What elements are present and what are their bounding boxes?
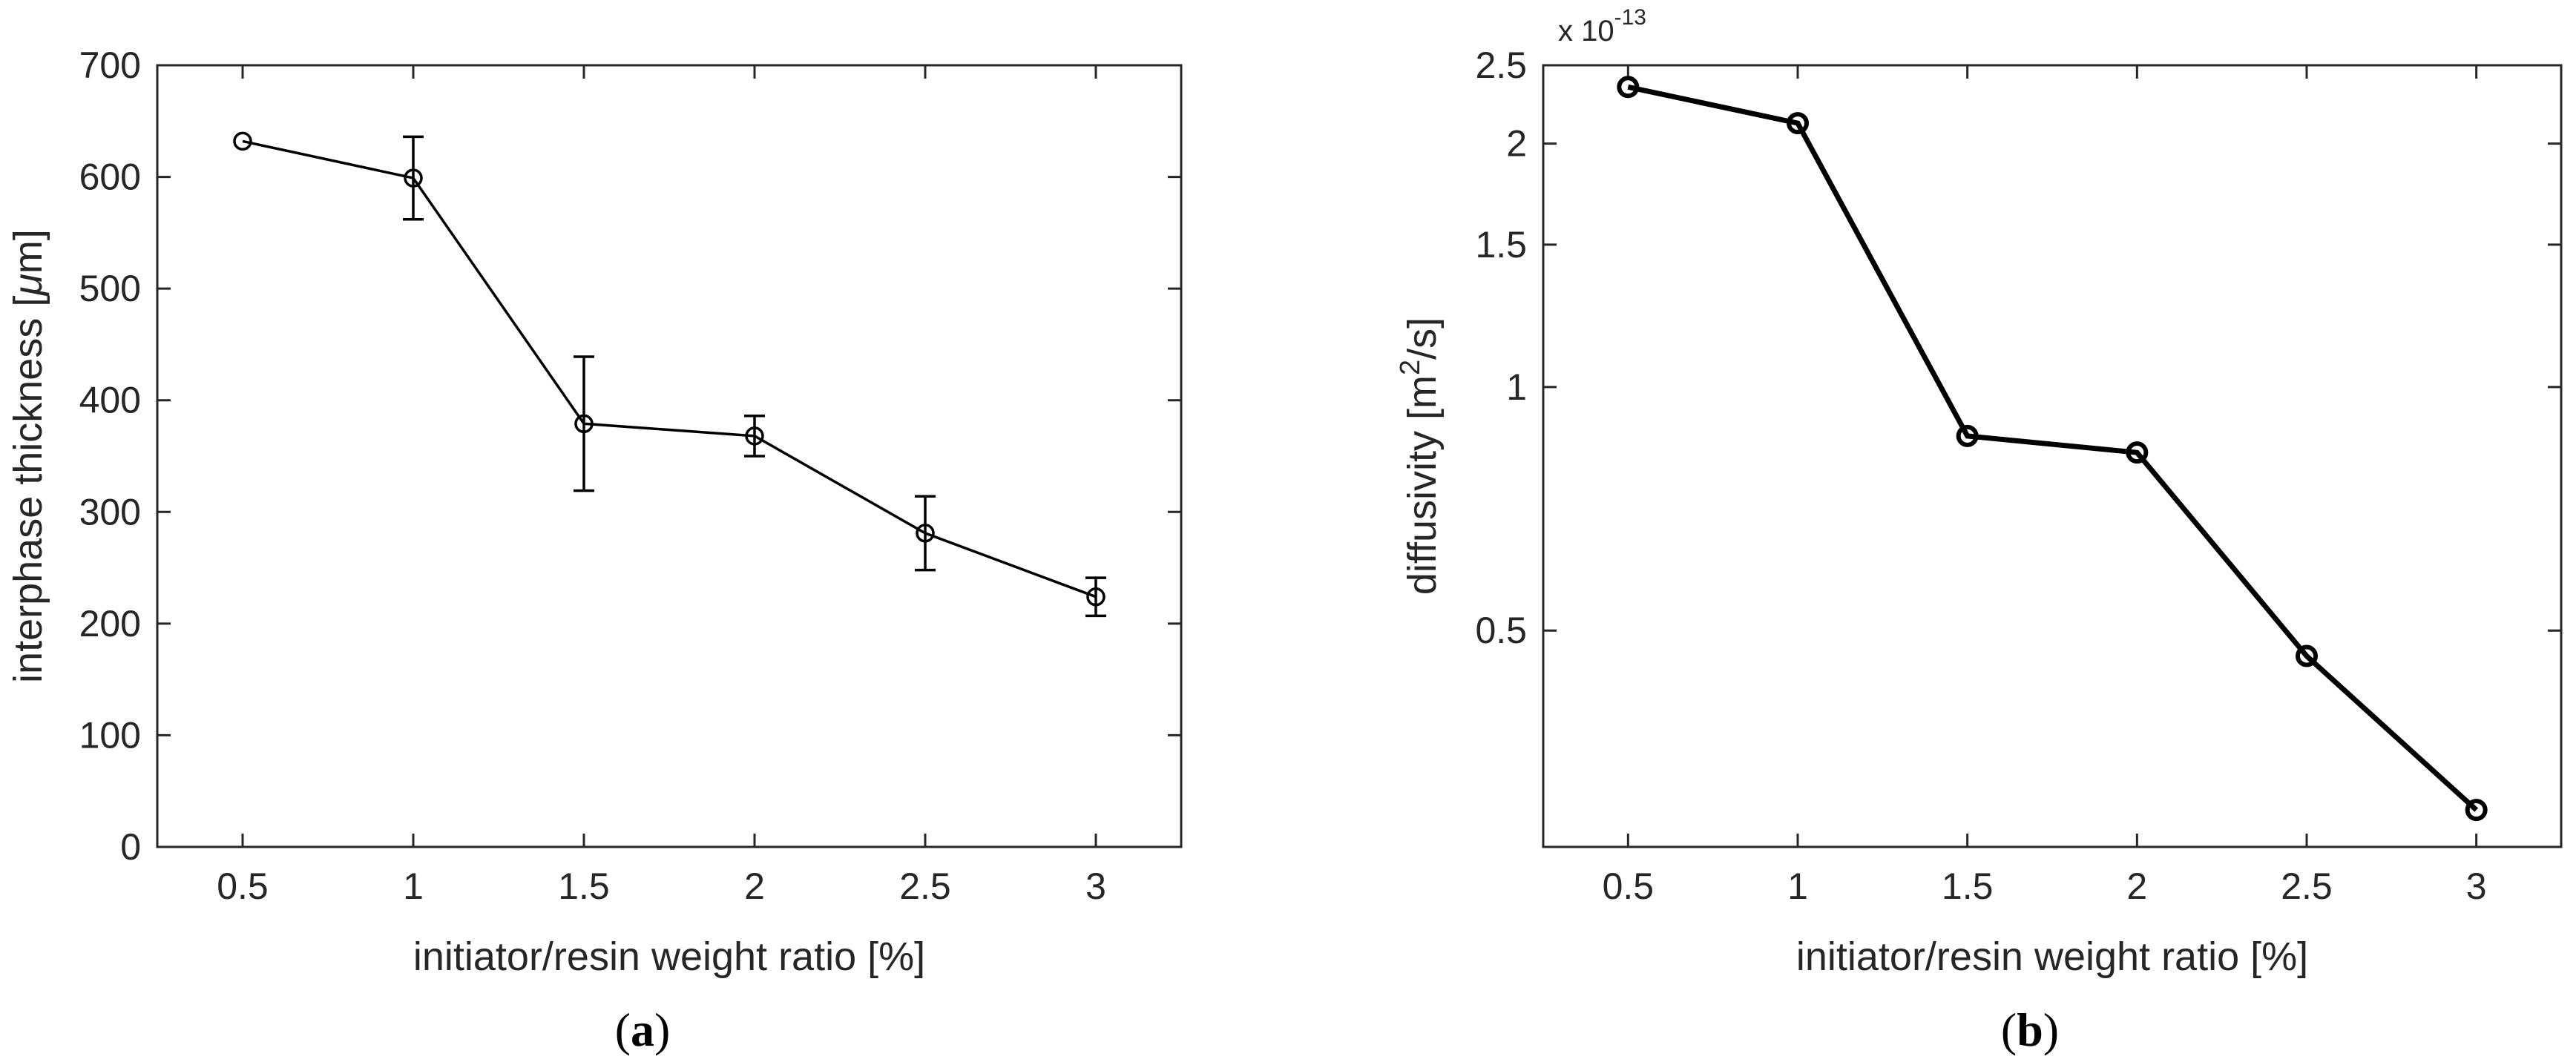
y-axis-exponent-b: x 10-13 (1558, 5, 1646, 47)
chart-panel-a: 0 100 200 300 400 500 600 700 0.5 1 1.5 2 2.5 3 init… (6, 44, 1183, 1056)
data-point (2465, 799, 2488, 822)
x-tick-label: 3 (2466, 865, 2487, 907)
x-axis-label-a: initiator/resin weight ratio [%] (413, 934, 925, 979)
data-point (1617, 76, 1640, 99)
y-axis-a: 0 100 200 300 400 500 600 700 (79, 44, 1181, 868)
x-tick-label: 1.5 (1942, 865, 1994, 907)
series-line-a (242, 139, 1097, 598)
data-point (745, 426, 764, 446)
y-tick-label: 200 (79, 603, 141, 644)
y-tick-label: 300 (79, 491, 141, 532)
chart-panel-b: 0.5 1 1.5 2 2.5 0.5 1 1.5 2 2.5 3 x 10-13 initiat… (1395, 5, 2563, 1056)
y-tick-label: 600 (79, 156, 141, 198)
data-point (1787, 112, 1809, 135)
x-tick-label: 2 (744, 865, 765, 907)
panel-label-b: (b) (2001, 1003, 2059, 1056)
y-tick-label: 100 (79, 714, 141, 756)
x-axis-label-b: initiator/resin weight ratio [%] (1796, 934, 2308, 979)
data-point (2296, 644, 2318, 667)
x-tick-label: 1.5 (558, 865, 610, 907)
data-point (404, 168, 423, 188)
y-axis-b: 0.5 1 1.5 2 2.5 (1475, 44, 2561, 651)
x-tick-label: 3 (1085, 865, 1106, 907)
y-axis-label-a: interphase thickness [μm] (6, 229, 50, 683)
data-point (2126, 441, 2149, 464)
panel-label-a: (a) (615, 1003, 671, 1056)
y-tick-label: 2 (1506, 123, 1527, 165)
y-tick-label: 0.5 (1475, 610, 1527, 651)
series-markers-b (1617, 76, 2488, 822)
x-tick-label: 2.5 (2281, 865, 2333, 907)
series-markers-a (233, 131, 1105, 607)
y-tick-label: 0 (120, 826, 141, 868)
x-tick-label: 2 (2126, 865, 2147, 907)
x-axis-b: 0.5 1 1.5 2 2.5 3 (1603, 65, 2487, 907)
x-tick-label: 0.5 (217, 865, 269, 907)
y-tick-label: 1.5 (1475, 224, 1527, 266)
y-tick-label: 700 (79, 44, 141, 86)
y-tick-label: 400 (79, 380, 141, 421)
data-point (1086, 587, 1105, 607)
plot-area-a (156, 64, 1183, 848)
data-point (1956, 424, 1979, 447)
y-tick-label: 500 (79, 268, 141, 309)
x-tick-label: 0.5 (1603, 865, 1655, 907)
plot-area-b (1542, 64, 2563, 848)
x-tick-label: 1 (1787, 865, 1808, 907)
series-line-b (1627, 84, 2479, 812)
data-point (574, 414, 594, 434)
data-point (916, 524, 935, 543)
x-tick-label: 2.5 (899, 865, 951, 907)
x-axis-a: 0.5 1 1.5 2 2.5 3 (217, 65, 1106, 907)
y-tick-label: 2.5 (1475, 44, 1527, 86)
y-axis-label-b: diffusivity [m2/s] (1395, 317, 1445, 595)
error-bars-a (403, 135, 1106, 618)
y-tick-label: 1 (1506, 366, 1527, 408)
x-tick-label: 1 (403, 865, 424, 907)
data-point (233, 131, 252, 151)
error-bar (1085, 576, 1106, 618)
